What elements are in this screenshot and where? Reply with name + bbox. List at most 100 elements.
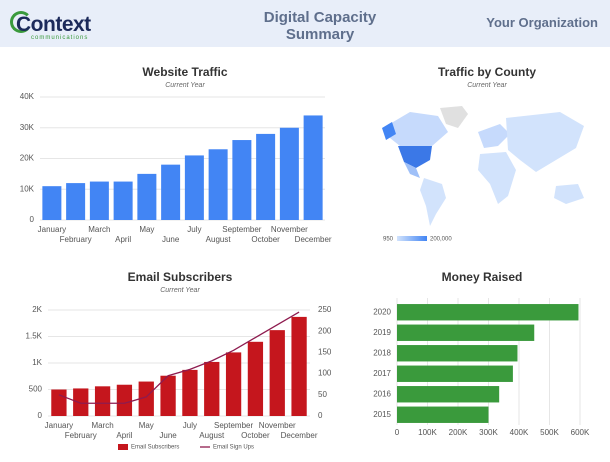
y-tick-label: 2015 — [373, 410, 391, 419]
bar — [138, 381, 154, 416]
bar — [89, 181, 109, 220]
usa — [398, 146, 432, 168]
y-tick-label: 500 — [29, 385, 43, 394]
y-tick-label: 0 — [318, 411, 323, 420]
bar — [94, 386, 111, 416]
bar — [279, 127, 299, 220]
bar — [225, 352, 242, 416]
x-tick-label: August — [206, 235, 232, 244]
bar — [291, 316, 307, 416]
mexico — [404, 162, 420, 178]
x-tick-label: 100K — [418, 428, 437, 437]
south-america — [420, 178, 446, 226]
y-tick-label: 2017 — [373, 369, 391, 378]
x-tick-label: September — [214, 421, 253, 430]
bar — [397, 345, 518, 362]
x-tick-label: May — [139, 421, 154, 430]
y-tick-label: 0 — [38, 411, 43, 420]
logo-ring — [10, 11, 32, 33]
line — [58, 311, 300, 404]
legend-label: Email Sign Ups — [213, 445, 254, 451]
x-tick-label: January — [38, 225, 66, 234]
y-tick-label: 20K — [20, 154, 35, 163]
y-tick-label: 1K — [32, 358, 42, 367]
x-tick-label: 200K — [449, 428, 468, 437]
x-tick-label: April — [116, 431, 132, 440]
x-tick-label: March — [88, 225, 110, 234]
bar — [113, 181, 133, 220]
bar — [160, 375, 176, 416]
x-tick-label: January — [45, 421, 73, 430]
bar — [269, 330, 285, 416]
chart-title: Traffic by County — [438, 65, 536, 79]
bar — [247, 341, 264, 416]
bar — [303, 115, 323, 220]
organization: Your Organization — [486, 15, 598, 30]
chart-title: Website Traffic — [142, 65, 227, 79]
y-tick-label: 10K — [20, 184, 35, 193]
bar — [73, 388, 89, 416]
bar — [66, 183, 86, 220]
chart-title: Money Raised — [442, 270, 523, 284]
y-tick-label: 2018 — [373, 348, 391, 357]
bar — [116, 384, 133, 416]
x-tick-label: October — [251, 235, 280, 244]
x-tick-label: December — [295, 235, 332, 244]
y-tick-label: 40K — [20, 92, 35, 101]
bar — [184, 155, 204, 220]
x-tick-label: July — [183, 421, 197, 430]
x-tick-label: 600K — [571, 428, 590, 437]
chart-subtitle: Current Year — [467, 82, 507, 89]
y-tick-label: 2020 — [373, 307, 391, 316]
x-tick-label: 400K — [510, 428, 529, 437]
logo: Context — [16, 13, 91, 36]
y-tick-label: 1.5K — [26, 332, 43, 341]
bar — [397, 324, 535, 341]
y-tick-label: 100 — [318, 369, 332, 378]
bar — [208, 149, 228, 220]
logo-sub: communications — [31, 35, 89, 41]
bar — [397, 304, 579, 321]
y-tick-label: 200 — [318, 326, 332, 335]
x-tick-label: February — [60, 235, 92, 244]
bar — [161, 164, 181, 220]
africa — [478, 152, 516, 204]
bar — [51, 389, 67, 416]
x-tick-label: April — [115, 235, 131, 244]
x-tick-label: August — [199, 431, 225, 440]
world-map — [382, 106, 584, 241]
y-tick-label: 250 — [318, 305, 332, 314]
scale-min: 950 — [383, 237, 394, 243]
x-tick-label: 0 — [395, 428, 400, 437]
alaska — [382, 122, 396, 140]
chart-subtitle: Current Year — [160, 287, 200, 294]
scale-max: 200,000 — [430, 237, 452, 243]
australia — [554, 184, 584, 204]
x-tick-label: 500K — [540, 428, 559, 437]
x-tick-label: July — [187, 225, 201, 234]
chart-title: Email Subscribers — [128, 270, 233, 284]
x-tick-label: December — [281, 431, 318, 440]
x-tick-label: March — [91, 421, 113, 430]
bar — [397, 386, 500, 403]
bar — [397, 365, 513, 382]
header — [0, 0, 610, 47]
y-tick-label: 50 — [318, 390, 327, 399]
europe — [478, 124, 510, 148]
x-tick-label: October — [241, 431, 270, 440]
y-tick-label: 0 — [30, 215, 35, 224]
color-scale — [397, 236, 427, 241]
legend-label: Email Subscribers — [131, 445, 179, 451]
y-tick-label: 2016 — [373, 389, 391, 398]
bar — [232, 140, 252, 220]
y-tick-label: 30K — [20, 123, 35, 132]
y-tick-label: 2K — [32, 305, 42, 314]
bar — [204, 361, 220, 416]
asia — [506, 112, 584, 172]
bar — [256, 133, 276, 220]
bar — [182, 369, 198, 416]
x-tick-label: November — [271, 225, 308, 234]
bar — [397, 406, 489, 423]
